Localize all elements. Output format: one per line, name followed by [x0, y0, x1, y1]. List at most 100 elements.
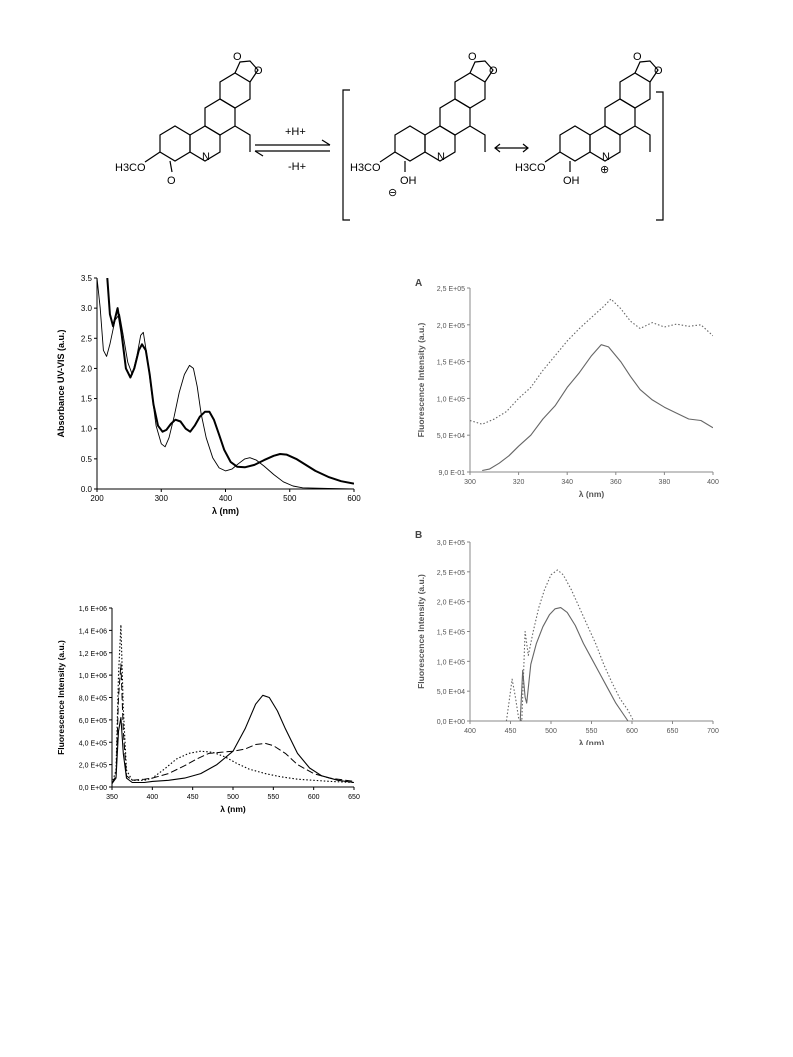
left-methoxy-label: H3CO [115, 162, 146, 174]
y-tick-label: 6,0 E+05 [79, 718, 107, 725]
resonance-arrow [494, 143, 529, 153]
series-line-1-bold [106, 278, 354, 485]
series-line-2-dashed [112, 663, 354, 784]
right-methoxy-label: H3CO [515, 162, 546, 174]
uv-absorbance-chart: 200 300 400 500 600 0.0 0.5 1.0 1.5 2.0 2.5 3.0 3.5 λ… [56, 274, 361, 516]
y-tick-label: 0.0 [81, 485, 93, 494]
y-tick-label: 2.0 [81, 364, 93, 373]
x-tick-label: 500 [227, 794, 239, 801]
y-tick-label: 5,0 E+04 [437, 689, 465, 696]
forward-arrow-label: +H+ [285, 126, 306, 138]
right-hydroxyl-label: OH [563, 175, 580, 187]
x-tick-label: 550 [586, 728, 598, 735]
y-tick-label: 1,6 E+06 [79, 606, 107, 613]
y-tick-label: 2,0 E+05 [79, 763, 107, 770]
y-tick-label: 0.5 [81, 455, 93, 464]
y-tick-label: 3.0 [81, 304, 93, 313]
x-tick-label: 380 [659, 479, 671, 486]
y-axis-label: Absorbance UV-VIS (a.u.) [56, 329, 66, 437]
x-tick-label: 700 [707, 728, 719, 735]
x-tick-label: 500 [283, 494, 297, 503]
x-tick-label: 340 [561, 479, 573, 486]
x-tick-label: 500 [545, 728, 557, 735]
backward-arrow-label: -H+ [288, 161, 306, 173]
middle-charge-label: ⊖ [388, 187, 397, 199]
y-tick-label: 1,5 E+05 [437, 360, 465, 367]
series-line-3-dotted [112, 624, 354, 784]
x-tick-label: 600 [347, 494, 361, 503]
y-tick-label: 3,0 E+05 [437, 540, 465, 547]
series-line-2-solid [519, 607, 629, 721]
x-tick-label: 550 [267, 794, 279, 801]
x-tick-label: 450 [187, 794, 199, 801]
x-tick-label: 400 [464, 728, 476, 735]
x-axis-label: λ (nm) [579, 738, 605, 745]
panel-label: B [415, 530, 422, 541]
x-tick-label: 650 [348, 794, 360, 801]
y-tick-label: 2,5 E+05 [437, 286, 465, 293]
y-tick-label: 3.5 [81, 274, 93, 283]
fluorescence-main-chart: 350 400 450 500 550 600 650 0,0 E+00 2,0 E+05 4,0… [56, 606, 360, 814]
y-tick-label: 5,0 E+04 [437, 433, 465, 440]
left-nitrogen-label: N [202, 151, 210, 163]
series-line-1-dotted [470, 298, 713, 425]
x-tick-label: 450 [505, 728, 517, 735]
middle-molecule [379, 60, 494, 172]
series-line-2-thin [97, 278, 354, 489]
panel-label: A [415, 278, 422, 289]
right-nitrogen-label: N [602, 151, 610, 163]
x-axis-label: λ (nm) [579, 489, 605, 499]
y-tick-label: 9,0 E-01 [439, 470, 466, 477]
y-tick-label: 1,5 E+05 [437, 630, 465, 637]
right-ring-oxygen-1: O [633, 51, 642, 63]
x-tick-label: 400 [146, 794, 158, 801]
y-axis-label: Fluorescence Intensity (a.u.) [416, 322, 426, 437]
series-line-1-dotted [505, 569, 635, 721]
x-tick-label: 600 [308, 794, 320, 801]
x-tick-label: 600 [626, 728, 638, 735]
y-tick-label: 0,0 E+00 [437, 719, 465, 726]
middle-ring-oxygen-1: O [468, 51, 477, 63]
left-ring-oxygen-1: O [233, 51, 242, 63]
x-axis-label: λ (nm) [220, 804, 246, 814]
reaction-scheme: H3CO O N O O +H+ -H+ H3CO OH ⊖ N O O H3C… [115, 51, 664, 221]
x-tick-label: 200 [90, 494, 104, 503]
right-bracket [656, 91, 664, 221]
y-tick-label: 2.5 [81, 334, 93, 343]
y-axis-label: Fluorescence Intensity (a.u.) [416, 574, 426, 689]
x-tick-label: 400 [219, 494, 233, 503]
x-tick-label: 650 [667, 728, 679, 735]
x-axis-label: λ (nm) [212, 506, 239, 516]
middle-methoxy-label: H3CO [350, 162, 381, 174]
y-tick-label: 1.5 [81, 395, 93, 404]
fluorescence-panel-a-chart: A 300 320 340 360 380 400 9,0 E-01 5,0 E+04 1,0 E… [415, 278, 719, 499]
y-axis-label: Fluorescence Intensity (a.u.) [56, 640, 66, 755]
left-carbonyl-label: O [167, 175, 176, 187]
y-tick-label: 1,4 E+06 [79, 628, 107, 635]
x-tick-label: 300 [155, 494, 169, 503]
y-tick-label: 1,2 E+06 [79, 651, 107, 658]
y-tick-label: 2,5 E+05 [437, 570, 465, 577]
middle-nitrogen-label: N [437, 151, 445, 163]
left-ring-oxygen-2: O [254, 65, 263, 77]
middle-ring-oxygen-2: O [489, 65, 498, 77]
right-molecule [544, 60, 659, 172]
middle-hydroxyl-label: OH [400, 175, 417, 187]
equilibrium-arrow [254, 139, 331, 157]
y-tick-label: 8,0 E+05 [79, 696, 107, 703]
y-tick-label: 0,0 E+00 [79, 785, 107, 792]
y-tick-label: 4,0 E+05 [79, 740, 107, 747]
right-charge-label: ⊕ [600, 164, 609, 176]
x-tick-label: 400 [707, 479, 719, 486]
x-tick-label: 350 [106, 794, 118, 801]
left-bracket [342, 89, 350, 221]
series-line-2-solid [482, 344, 713, 472]
series-line-1-solid [112, 694, 354, 784]
right-ring-oxygen-2: O [654, 65, 663, 77]
y-tick-label: 1,0 E+05 [437, 396, 465, 403]
y-tick-label: 2,0 E+05 [437, 600, 465, 607]
x-tick-label: 320 [513, 479, 525, 486]
x-tick-label: 360 [610, 479, 622, 486]
y-tick-label: 1,0 E+05 [437, 659, 465, 666]
left-molecule [144, 60, 259, 173]
